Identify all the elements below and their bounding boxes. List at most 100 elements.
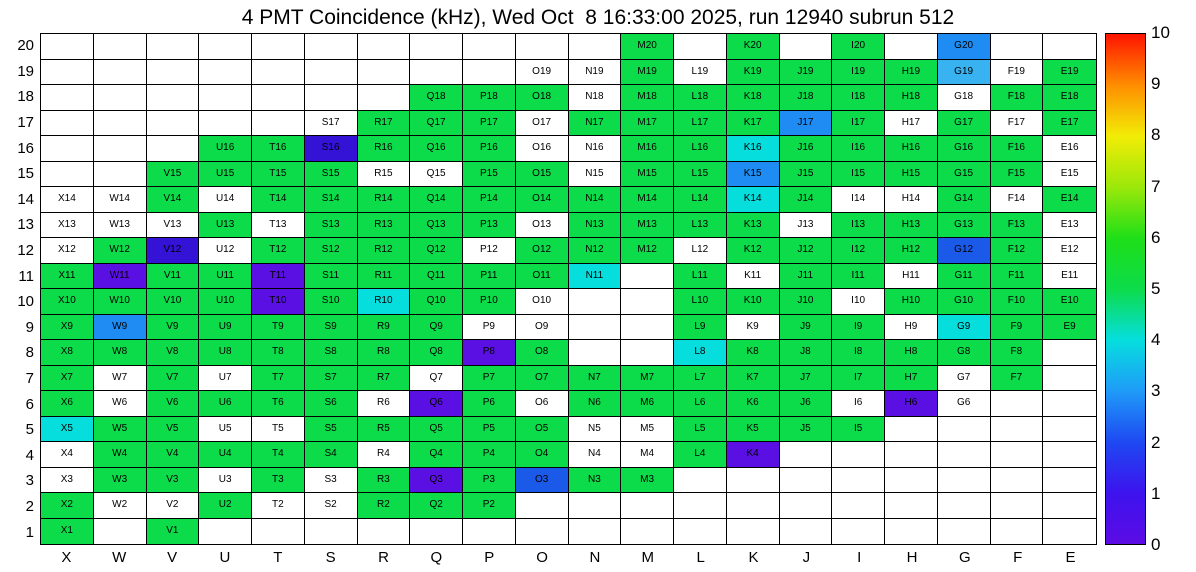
heatmap-cell: Q4 — [410, 442, 463, 468]
heatmap-cell-empty — [568, 493, 622, 519]
heatmap-cell: O17 — [515, 110, 569, 136]
heatmap-cell: V4 — [146, 442, 200, 468]
heatmap-cell: P4 — [463, 442, 516, 468]
heatmap-cell: X5 — [41, 416, 94, 442]
heatmap-cell: L15 — [674, 161, 727, 187]
heatmap-cell-empty — [885, 416, 938, 442]
heatmap-cell-empty — [779, 493, 833, 519]
x-axis-tick-label: P — [484, 549, 495, 566]
heatmap-cell: K17 — [726, 110, 780, 136]
heatmap-cell: N15 — [568, 161, 622, 187]
heatmap-cell: G9 — [937, 314, 991, 340]
heatmap-cell-empty — [568, 34, 622, 60]
heatmap-cell: Q11 — [410, 263, 463, 289]
heatmap-cell: M6 — [621, 391, 674, 417]
heatmap-cell: J6 — [779, 391, 833, 417]
heatmap-cell: V6 — [146, 391, 200, 417]
heatmap-cell: O11 — [515, 263, 569, 289]
heatmap-cell: T8 — [252, 340, 305, 366]
heatmap-cell: N4 — [568, 442, 622, 468]
heatmap-cell: L10 — [674, 289, 727, 315]
heatmap-cell: N13 — [568, 212, 622, 238]
heatmap-cell: H12 — [885, 238, 938, 264]
heatmap-cell: W14 — [93, 187, 147, 213]
heatmap-cell-empty — [1043, 417, 1096, 442]
y-axis-tick-label: 6 — [25, 395, 34, 413]
heatmap-cell-empty — [990, 493, 1044, 519]
heatmap-cell: I7 — [832, 365, 885, 391]
heatmap-cell: V5 — [146, 416, 200, 442]
heatmap-cell: W12 — [93, 238, 147, 264]
heatmap-cell: O4 — [515, 442, 569, 468]
colorbar — [1105, 33, 1146, 545]
heatmap-cell: T6 — [252, 391, 305, 417]
heatmap-cell: M17 — [621, 110, 674, 136]
x-axis-tick-label: F — [1013, 549, 1023, 566]
heatmap-cell: T4 — [252, 442, 305, 468]
heatmap-cell: O5 — [515, 416, 569, 442]
heatmap-cell: O12 — [515, 238, 569, 264]
heatmap-cell: W3 — [93, 467, 147, 493]
heatmap-cell: V2 — [146, 493, 200, 519]
heatmap-cell-empty — [779, 442, 833, 468]
heatmap-cell: L12 — [674, 238, 727, 264]
heatmap-cell: U14 — [199, 187, 252, 213]
heatmap-cell: I13 — [832, 212, 885, 238]
heatmap-cell: N17 — [568, 110, 622, 136]
heatmap-cell-empty — [252, 110, 305, 136]
heatmap-cell-empty — [621, 289, 674, 315]
heatmap-cell: H15 — [885, 161, 938, 187]
heatmap-cell: O18 — [515, 85, 569, 111]
heatmap-cell: X2 — [41, 493, 94, 519]
heatmap-cell: K20 — [726, 34, 780, 60]
y-axis-tick-label: 18 — [17, 88, 34, 106]
heatmap-cell-empty — [621, 518, 674, 544]
heatmap-cell-empty — [937, 467, 991, 493]
heatmap-cell: S7 — [304, 365, 358, 391]
heatmap-cell: K6 — [726, 391, 780, 417]
heatmap-cell-empty — [1043, 366, 1096, 391]
heatmap-cell: X4 — [41, 442, 94, 468]
heatmap-cell: S15 — [304, 161, 358, 187]
heatmap-cell-empty — [832, 518, 885, 544]
heatmap-cell: U12 — [199, 238, 252, 264]
heatmap-cell: F13 — [990, 212, 1044, 238]
heatmap-cell-empty — [199, 85, 252, 111]
heatmap-cell-empty — [252, 518, 305, 544]
heatmap-cell: L4 — [674, 442, 727, 468]
heatmap-cell: G20 — [937, 34, 991, 60]
heatmap-cell-empty — [991, 518, 1044, 544]
heatmap-cell: S4 — [304, 442, 358, 468]
y-axis-tick-label: 19 — [17, 62, 34, 80]
heatmap-cell: P6 — [463, 391, 516, 417]
heatmap-cell: T7 — [252, 365, 305, 391]
heatmap-cell: R3 — [357, 467, 411, 493]
heatmap-cell: M19 — [621, 59, 674, 85]
heatmap-cell: I9 — [832, 314, 885, 340]
heatmap-cell: R16 — [357, 136, 411, 162]
heatmap-cell: Q8 — [410, 340, 463, 366]
heatmap-cell-empty — [93, 161, 147, 187]
heatmap-cell: Q5 — [410, 416, 463, 442]
heatmap-cell: R15 — [357, 161, 411, 187]
heatmap-cell: I12 — [832, 238, 885, 264]
x-axis-tick-label: R — [378, 549, 389, 566]
y-axis-tick-label: 4 — [25, 446, 34, 464]
heatmap-cell: M14 — [621, 187, 674, 213]
heatmap-cell: W9 — [93, 314, 147, 340]
heatmap-cell-empty — [674, 34, 727, 60]
heatmap-cell: L16 — [674, 136, 727, 162]
heatmap-cell: X14 — [41, 187, 94, 213]
heatmap-cell-empty — [621, 263, 674, 289]
heatmap-cell: M4 — [621, 442, 674, 468]
heatmap-cell: K18 — [726, 85, 780, 111]
colorbar-tick-label: 4 — [1151, 330, 1161, 350]
y-axis-tick-label: 12 — [17, 242, 34, 260]
heatmap-cell: K7 — [726, 365, 780, 391]
y-axis-tick-label: 9 — [25, 318, 34, 336]
heatmap-cell: X9 — [41, 314, 94, 340]
heatmap-cell-empty — [94, 518, 147, 544]
heatmap-cell: U4 — [199, 442, 252, 468]
heatmap-cell: T10 — [252, 289, 305, 315]
x-axis-tick-label: V — [167, 549, 178, 566]
